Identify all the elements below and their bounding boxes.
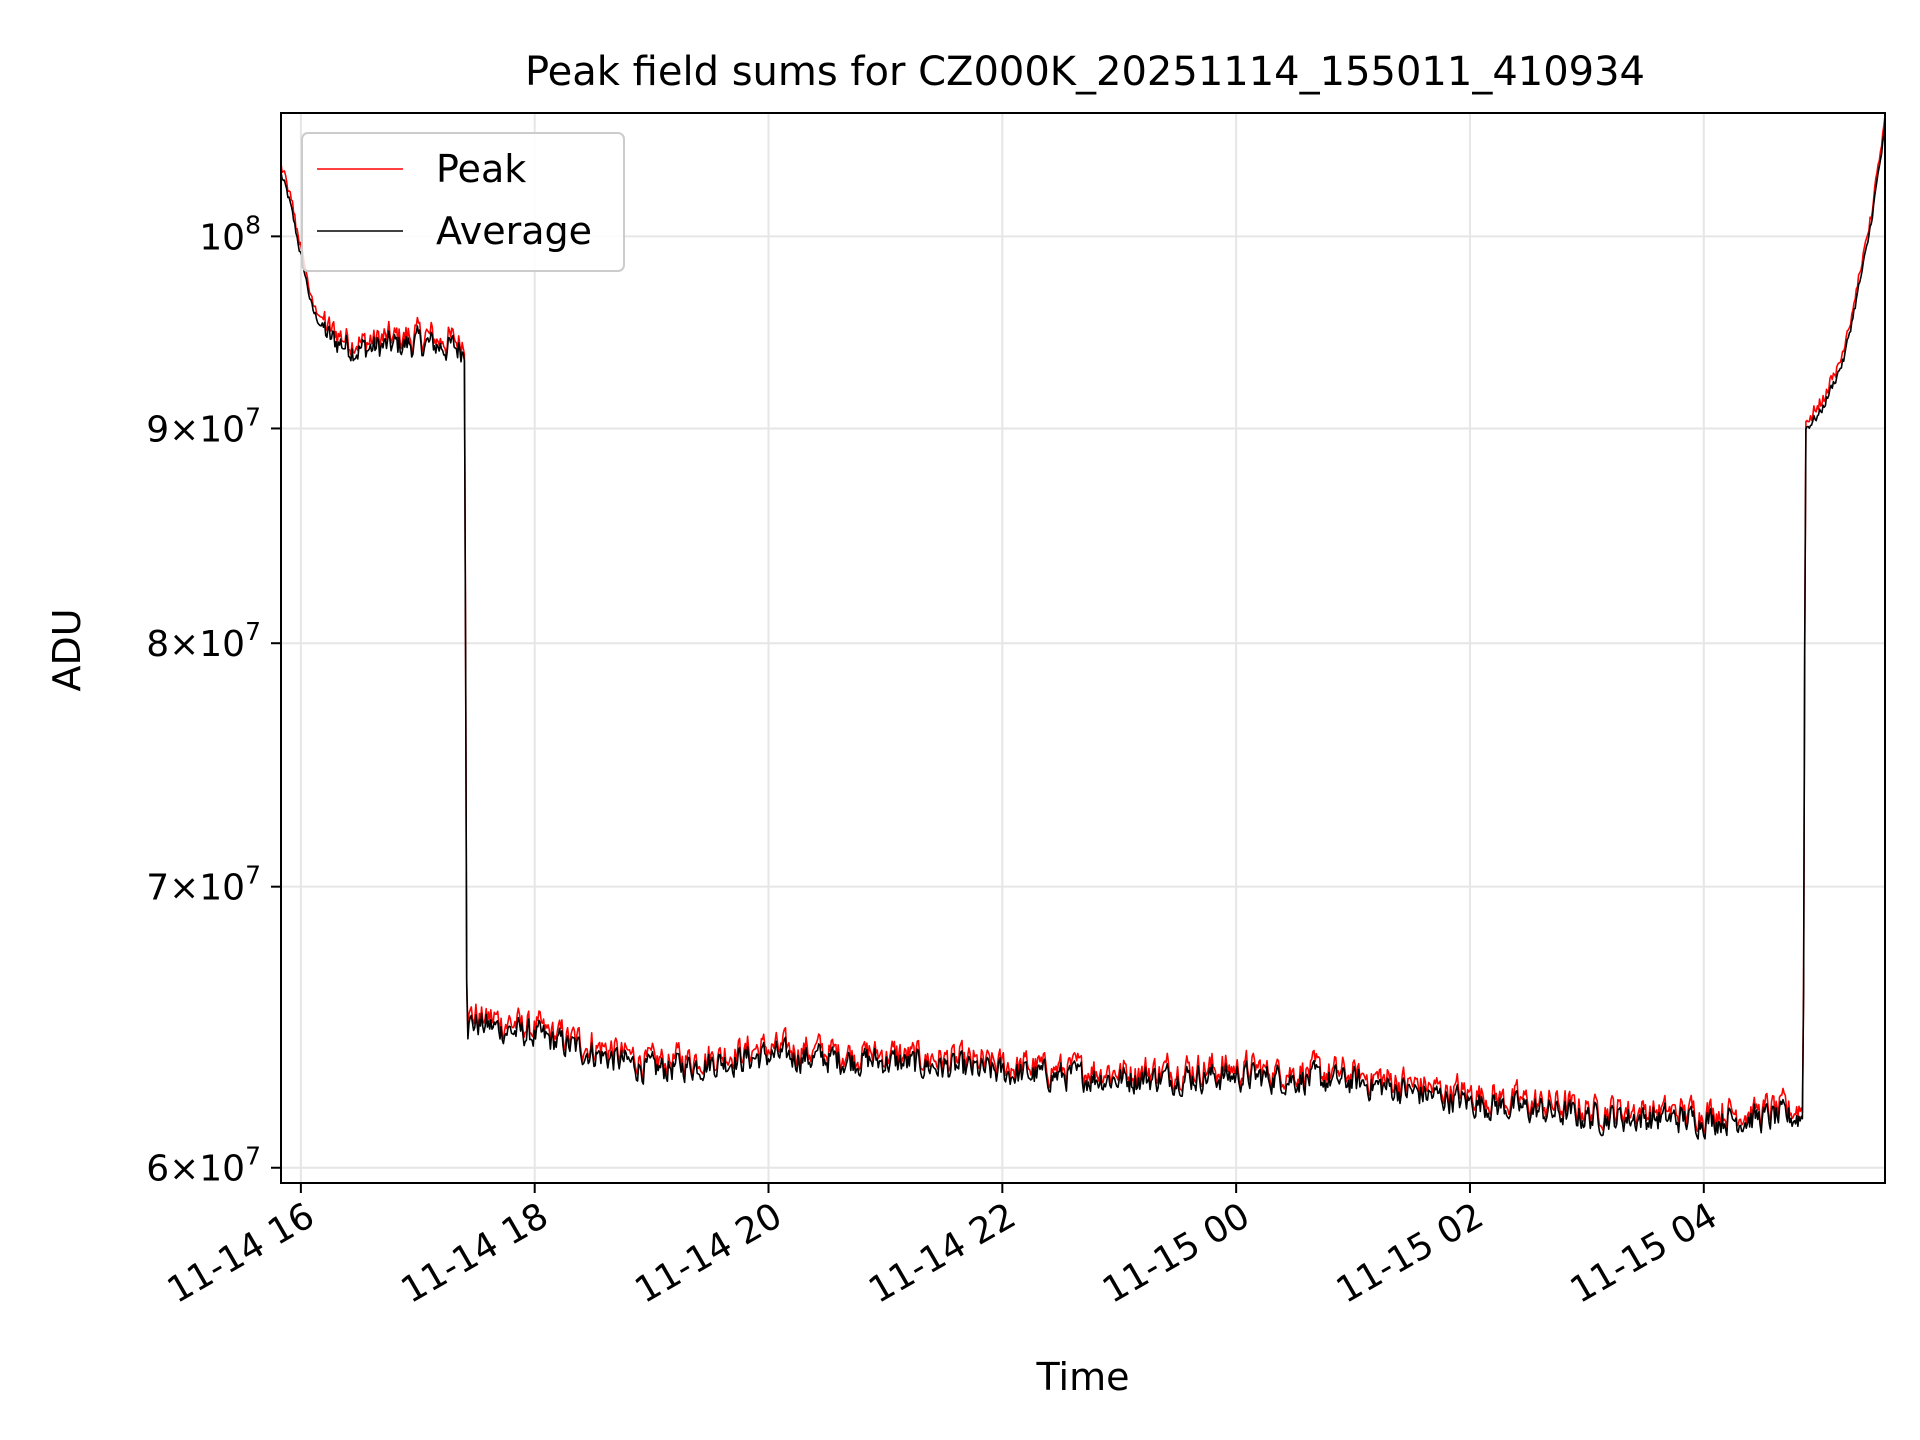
legend-label-average: Average [436, 209, 592, 253]
grid [281, 113, 1885, 1183]
series-line-average [281, 125, 1885, 1140]
series-layer [281, 115, 1885, 1140]
legend-box [301, 132, 625, 272]
plot-frame [280, 112, 1886, 1184]
x-axis-label: Time [1036, 1355, 1130, 1399]
y-axis-label: ADU [45, 608, 89, 691]
y-tick-label: 108 [199, 210, 261, 258]
y-axis: 6×107 7×107 8×107 9×107 108 [146, 210, 281, 1190]
y-tick-label: 8×107 [146, 617, 261, 665]
chart-title: Peak field sums for CZ000K_20251114_1550… [525, 49, 1645, 95]
y-tick-label: 6×107 [146, 1142, 261, 1190]
y-tick-label: 9×107 [146, 402, 261, 450]
y-tick-label: 7×107 [146, 861, 261, 909]
legend-label-peak: Peak [436, 147, 526, 191]
legend: Peak Average [301, 132, 625, 272]
